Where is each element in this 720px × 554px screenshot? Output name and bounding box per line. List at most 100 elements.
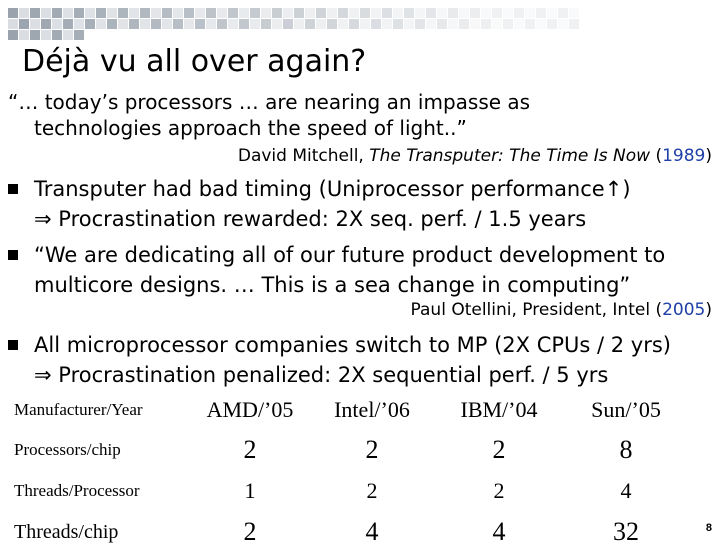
checker-square bbox=[162, 8, 172, 18]
table-cell: 2 bbox=[492, 435, 506, 464]
checker-square bbox=[492, 8, 502, 18]
up-arrow-icon: ↑ bbox=[604, 177, 623, 201]
checker-square bbox=[250, 19, 260, 29]
checker-square bbox=[437, 8, 447, 18]
bullet-transputer: Transputer had bad timing (Uniprocessor … bbox=[8, 174, 631, 234]
bullet-mp-switch: All microprocessor companies switch to M… bbox=[8, 330, 671, 390]
checker-square bbox=[316, 19, 326, 29]
checker-square bbox=[503, 8, 513, 18]
bullet-line-1: “We are dedicating all of our future pro… bbox=[34, 243, 666, 267]
checker-square bbox=[404, 8, 414, 18]
checker-square bbox=[382, 8, 392, 18]
header-label: Manufacturer/Year bbox=[14, 400, 143, 419]
checker-square bbox=[569, 19, 579, 29]
table-cell: 2 bbox=[366, 478, 378, 503]
checker-square bbox=[261, 8, 271, 18]
checker-square bbox=[459, 19, 469, 29]
checker-square bbox=[173, 19, 183, 29]
quote-mitchell: “… today’s processors … are nearing an i… bbox=[8, 89, 530, 141]
checker-square bbox=[41, 30, 51, 40]
checker-square bbox=[8, 19, 18, 29]
checker-square bbox=[195, 19, 205, 29]
checker-square bbox=[74, 8, 84, 18]
attribution-paren-close: ) bbox=[705, 300, 712, 320]
checker-square bbox=[503, 19, 513, 29]
checker-square bbox=[239, 19, 249, 29]
checker-square bbox=[140, 19, 150, 29]
checker-square bbox=[272, 8, 282, 18]
attribution-otellini: Paul Otellini, President, Intel (2005) bbox=[411, 300, 712, 320]
checker-square bbox=[19, 30, 29, 40]
checker-square bbox=[294, 8, 304, 18]
square-bullet-icon bbox=[8, 250, 18, 260]
bullet-text-end: ) bbox=[622, 177, 631, 201]
checker-square bbox=[63, 8, 73, 18]
table-cell: 8 bbox=[619, 435, 633, 464]
checker-square bbox=[261, 19, 271, 29]
checker-square bbox=[206, 8, 216, 18]
table-row: Threads/chip 2 4 4 32 bbox=[14, 510, 690, 554]
checker-square bbox=[327, 8, 337, 18]
checker-square bbox=[151, 8, 161, 18]
bullet-text: Procrastination penalized: 2X sequential… bbox=[51, 363, 609, 387]
checker-square bbox=[151, 19, 161, 29]
checker-square bbox=[107, 8, 117, 18]
checker-square bbox=[459, 8, 469, 18]
checker-square bbox=[118, 8, 128, 18]
checker-square bbox=[481, 19, 491, 29]
checkerboard-banner bbox=[8, 8, 579, 40]
checker-square bbox=[536, 8, 546, 18]
checker-square bbox=[74, 19, 84, 29]
checker-square bbox=[536, 19, 546, 29]
checker-square bbox=[283, 8, 293, 18]
attribution-year: 1989 bbox=[662, 146, 706, 166]
checker-square bbox=[228, 8, 238, 18]
row-label: Threads/chip bbox=[14, 520, 119, 543]
checker-square bbox=[41, 8, 51, 18]
checker-square bbox=[140, 8, 150, 18]
checker-square bbox=[338, 8, 348, 18]
checker-square bbox=[19, 8, 29, 18]
checker-square bbox=[569, 8, 579, 18]
checker-square bbox=[349, 19, 359, 29]
checker-square bbox=[96, 8, 106, 18]
column-header: Intel/’06 bbox=[334, 397, 410, 422]
checker-square bbox=[514, 8, 524, 18]
checker-square bbox=[195, 8, 205, 18]
checker-square bbox=[437, 19, 447, 29]
checker-square bbox=[96, 19, 106, 29]
checker-square bbox=[30, 8, 40, 18]
checker-square bbox=[558, 8, 568, 18]
checker-square bbox=[448, 8, 458, 18]
checker-square bbox=[514, 19, 524, 29]
checker-square bbox=[558, 19, 568, 29]
column-header: Sun/’05 bbox=[591, 397, 661, 422]
checker-square bbox=[426, 19, 436, 29]
checker-square bbox=[52, 19, 62, 29]
checker-square bbox=[107, 19, 117, 29]
bullet-line-2: ⇒ Procrastination penalized: 2X sequenti… bbox=[8, 360, 671, 390]
checker-square bbox=[184, 8, 194, 18]
checker-square bbox=[30, 30, 40, 40]
checker-square bbox=[470, 19, 480, 29]
checker-square bbox=[129, 19, 139, 29]
table-cell: 2 bbox=[243, 435, 257, 464]
quote-line-1: “… today’s processors … are nearing an i… bbox=[8, 90, 531, 114]
implies-arrow-icon: ⇒ bbox=[34, 207, 52, 231]
checker-square bbox=[316, 8, 326, 18]
multicore-table: Manufacturer/Year AMD/’05 Intel/’06 IBM/… bbox=[14, 392, 690, 554]
quote-line-2: technologies approach the speed of light… bbox=[34, 116, 467, 140]
checker-square bbox=[371, 8, 381, 18]
table-cell: 2 bbox=[365, 435, 379, 464]
table-cell: 2 bbox=[243, 517, 257, 546]
checker-square bbox=[217, 8, 227, 18]
checker-square bbox=[481, 8, 491, 18]
checker-square bbox=[184, 19, 194, 29]
checker-square bbox=[470, 8, 480, 18]
checker-square bbox=[382, 19, 392, 29]
attribution-author: Paul Otellini, President, Intel ( bbox=[410, 300, 663, 320]
table-header-row: Manufacturer/Year AMD/’05 Intel/’06 IBM/… bbox=[14, 392, 690, 428]
checker-square bbox=[305, 19, 315, 29]
bullet-text: Procrastination rewarded: 2X seq. perf. … bbox=[51, 207, 587, 231]
attribution-paren-open: ( bbox=[650, 146, 663, 166]
